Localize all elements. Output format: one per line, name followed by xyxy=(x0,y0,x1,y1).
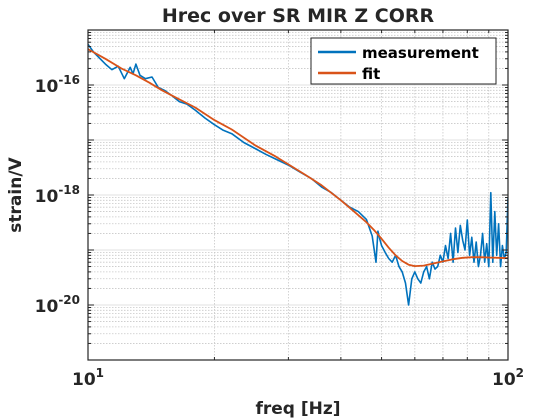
x-axis-label: freq [Hz] xyxy=(255,399,340,419)
chart-title: Hrec over SR MIR Z CORR xyxy=(162,5,435,27)
x-tick-label: 102 xyxy=(492,366,524,390)
y-tick-label: 10-18 xyxy=(35,183,80,207)
series-group xyxy=(88,43,508,306)
y-tick-label: 10-16 xyxy=(35,73,80,97)
y-tick-label: 10-20 xyxy=(35,293,80,317)
legend: measurement fit xyxy=(310,37,497,85)
x-tick-label: 101 xyxy=(72,366,104,390)
tick-labels: 101 102 10-20 10-18 10-16 xyxy=(35,73,524,390)
series-line-fit xyxy=(88,48,508,268)
tick-marks xyxy=(87,30,508,361)
legend-label-fit: fit xyxy=(362,65,380,83)
legend-box xyxy=(310,37,497,85)
y-axis-label: strain/V xyxy=(6,156,26,232)
legend-label-measurement: measurement xyxy=(362,44,479,62)
